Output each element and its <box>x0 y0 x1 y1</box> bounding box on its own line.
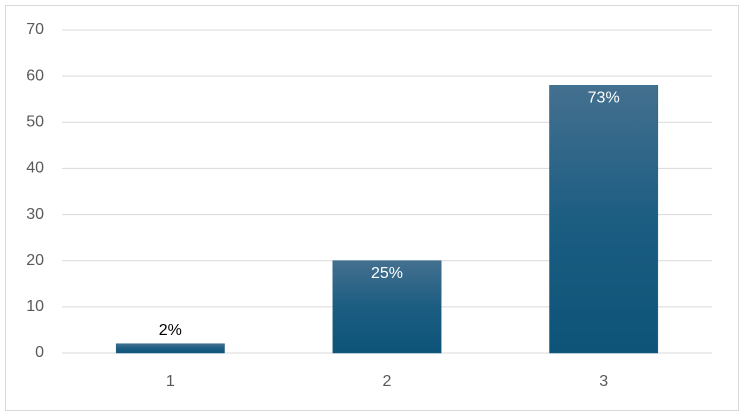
y-tick-label: 70 <box>26 21 44 38</box>
x-tick-label: 3 <box>599 373 608 390</box>
y-tick-label: 10 <box>26 298 44 315</box>
x-tick-label: 2 <box>383 373 392 390</box>
bar <box>115 343 225 354</box>
bar <box>332 260 442 354</box>
y-tick-label: 30 <box>26 206 44 223</box>
y-tick-label: 50 <box>26 114 44 131</box>
y-tick-label: 0 <box>35 344 44 361</box>
y-tick-label: 20 <box>26 252 44 269</box>
bar-label: 25% <box>371 265 403 282</box>
bar <box>549 85 659 354</box>
y-tick-label: 40 <box>26 160 44 177</box>
y-tick-label: 60 <box>26 67 44 84</box>
bar-label: 73% <box>588 90 620 107</box>
bar-label: 2% <box>159 322 182 339</box>
x-tick-label: 1 <box>166 373 175 390</box>
